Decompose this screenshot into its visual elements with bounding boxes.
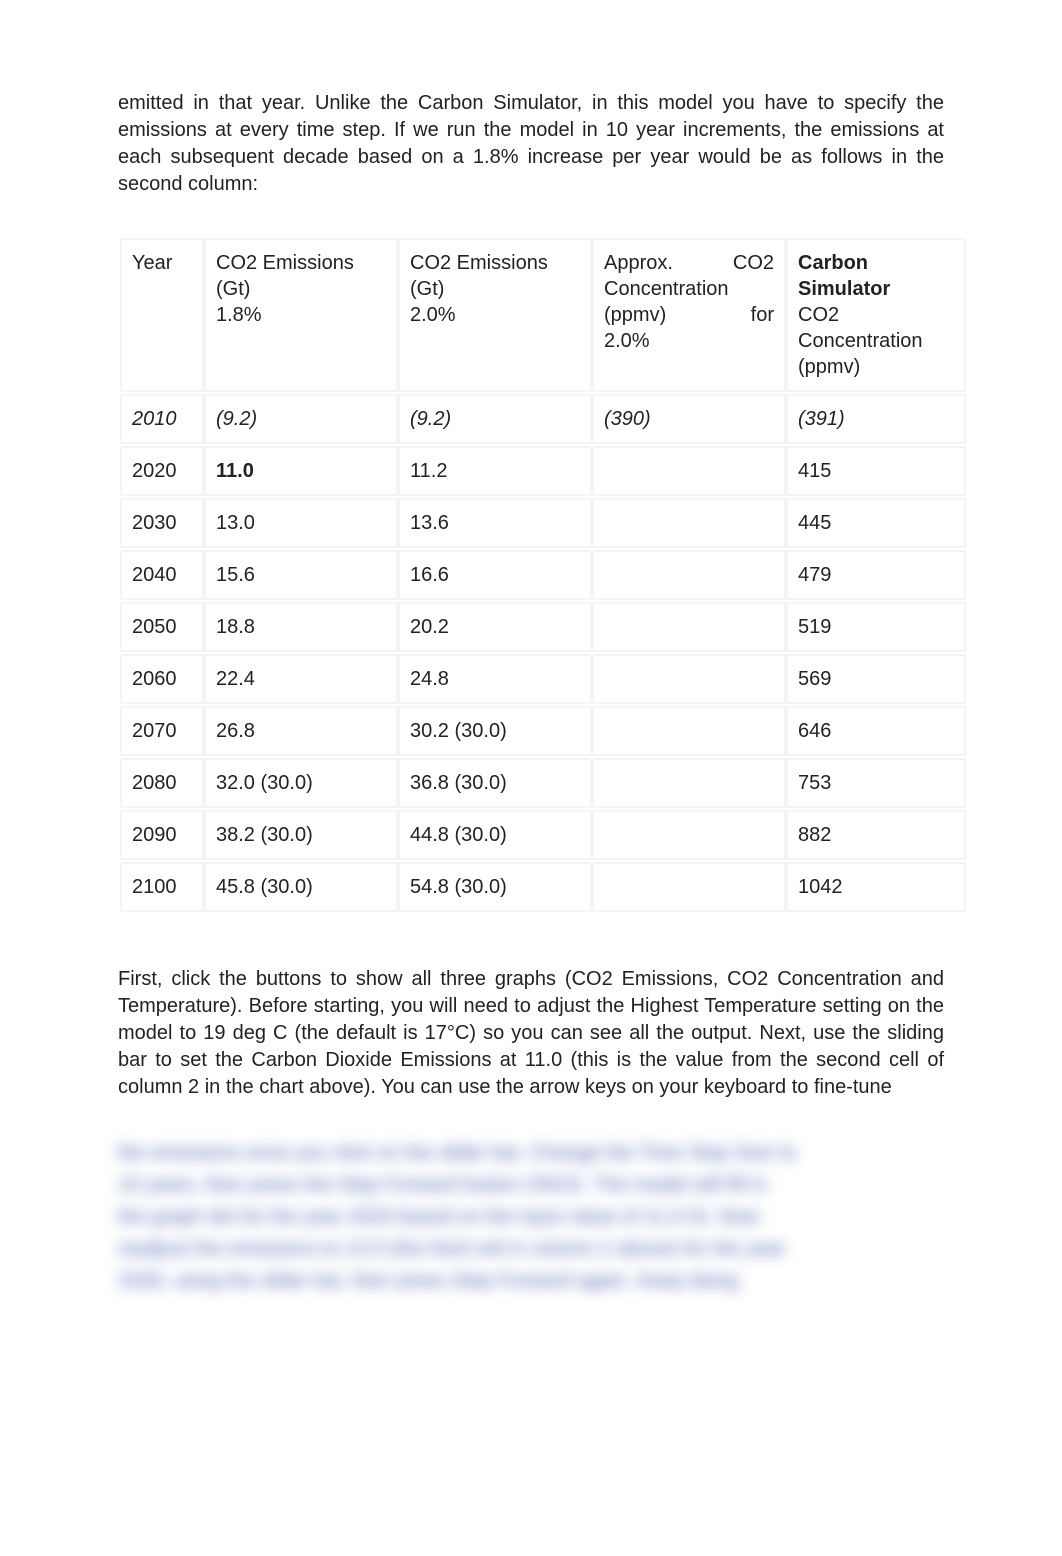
table-row: 2100 45.8 (30.0) 54.8 (30.0) 1042 [122,864,964,910]
col-header-emissions-18-l1: CO2 Emissions (Gt) [216,250,386,302]
cell-c3 [594,552,784,598]
cell-c3 [594,708,784,754]
cell-c4: 519 [788,604,964,650]
cell-c4: 753 [788,760,964,806]
blurred-line: 10 years, then press the Step Forward bu… [118,1169,944,1201]
cell-year: 2060 [122,656,202,702]
cell-c4: 882 [788,812,964,858]
blurred-line: the emissions once you click on the slid… [118,1137,944,1169]
cell-c1: 11.0 [206,448,396,494]
cell-c2: 11.2 [400,448,590,494]
cell-c2: 24.8 [400,656,590,702]
col-header-carbon-sim: Carbon Simulator CO2 Concentration (ppmv… [788,240,964,390]
col-header-cs-l5: (ppmv) [798,354,954,380]
cell-c4: 415 [788,448,964,494]
cell-c1: (9.2) [206,396,396,442]
col-header-approx-l2: Concentration [604,276,774,302]
col-header-emissions-18: CO2 Emissions (Gt) 1.8% [206,240,396,390]
cell-c1: 15.6 [206,552,396,598]
cell-year: 2050 [122,604,202,650]
table-row: 2010 (9.2) (9.2) (390) (391) [122,396,964,442]
cell-c1: 22.4 [206,656,396,702]
table-row: 2050 18.8 20.2 519 [122,604,964,650]
intro-paragraph: emitted in that year. Unlike the Carbon … [118,90,944,198]
cell-c3 [594,760,784,806]
cell-c4: 646 [788,708,964,754]
cell-c1: 32.0 (30.0) [206,760,396,806]
col-header-emissions-20: CO2 Emissions (Gt) 2.0% [400,240,590,390]
cell-c3 [594,500,784,546]
table-row: 2030 13.0 13.6 445 [122,500,964,546]
cell-c4: 445 [788,500,964,546]
table-row: 2080 32.0 (30.0) 36.8 (30.0) 753 [122,760,964,806]
cell-year: 2070 [122,708,202,754]
cell-c2: (9.2) [400,396,590,442]
col-header-emissions-20-l2: 2.0% [410,302,580,328]
cell-c4: 569 [788,656,964,702]
table-row: 2070 26.8 30.2 (30.0) 646 [122,708,964,754]
col-header-approx-conc: Approx. CO2 Concentration (ppmv) for 2.0… [594,240,784,390]
emissions-table: Year CO2 Emissions (Gt) 1.8% CO2 Emissio… [118,234,968,916]
cell-c2: 54.8 (30.0) [400,864,590,910]
cell-c3 [594,604,784,650]
cell-c3 [594,812,784,858]
table-row: 2020 11.0 11.2 415 [122,448,964,494]
cell-c2: 16.6 [400,552,590,598]
col-header-emissions-20-l1: CO2 Emissions (Gt) [410,250,580,302]
cell-c1: 45.8 (30.0) [206,864,396,910]
blurred-line: 2030, using the slider bar, then press S… [118,1265,944,1297]
col-header-approx-l1: Approx. CO2 [604,250,774,276]
cell-year: 2040 [122,552,202,598]
cell-c2: 44.8 (30.0) [400,812,590,858]
cell-c2: 20.2 [400,604,590,650]
col-header-year: Year [122,240,202,390]
table-row: 2040 15.6 16.6 479 [122,552,964,598]
instructions-paragraph: First, click the buttons to show all thr… [118,966,944,1101]
col-header-emissions-18-l2: 1.8% [216,302,386,328]
cell-year: 2090 [122,812,202,858]
cell-c2: 13.6 [400,500,590,546]
table-header-row: Year CO2 Emissions (Gt) 1.8% CO2 Emissio… [122,240,964,390]
cell-c2: 30.2 (30.0) [400,708,590,754]
cell-year: 2100 [122,864,202,910]
cell-c3 [594,656,784,702]
cell-c2: 36.8 (30.0) [400,760,590,806]
blurred-line: the graph dot for the year 2020 based on… [118,1201,944,1233]
col-header-cs-l4: Concentration [798,328,954,354]
col-header-year-text: Year [132,250,192,276]
cell-c1: 18.8 [206,604,396,650]
col-header-cs-l1: Carbon [798,250,954,276]
cell-year: 2030 [122,500,202,546]
col-header-cs-l3: CO2 [798,302,954,328]
cell-year: 2010 [122,396,202,442]
cell-year: 2080 [122,760,202,806]
cell-c1: 13.0 [206,500,396,546]
cell-c1: 38.2 (30.0) [206,812,396,858]
cell-c3 [594,448,784,494]
cell-c3: (390) [594,396,784,442]
table-row: 2060 22.4 24.8 569 [122,656,964,702]
emissions-table-wrap: Year CO2 Emissions (Gt) 1.8% CO2 Emissio… [118,234,944,916]
blurred-preview-text: the emissions once you click on the slid… [118,1137,944,1297]
cell-c4: 1042 [788,864,964,910]
cell-c1: 26.8 [206,708,396,754]
blurred-line: readjust the emissions to 13.0 (the thir… [118,1233,944,1265]
cell-c4: 479 [788,552,964,598]
table-row: 2090 38.2 (30.0) 44.8 (30.0) 882 [122,812,964,858]
cell-c4: (391) [788,396,964,442]
col-header-approx-l3: (ppmv) for [604,302,774,328]
col-header-cs-l2: Simulator [798,276,954,302]
cell-year: 2020 [122,448,202,494]
cell-c3 [594,864,784,910]
col-header-approx-l4: 2.0% [604,328,774,354]
table-body: 2010 (9.2) (9.2) (390) (391) 2020 11.0 1… [122,396,964,910]
document-page: emitted in that year. Unlike the Carbon … [0,0,1062,1357]
